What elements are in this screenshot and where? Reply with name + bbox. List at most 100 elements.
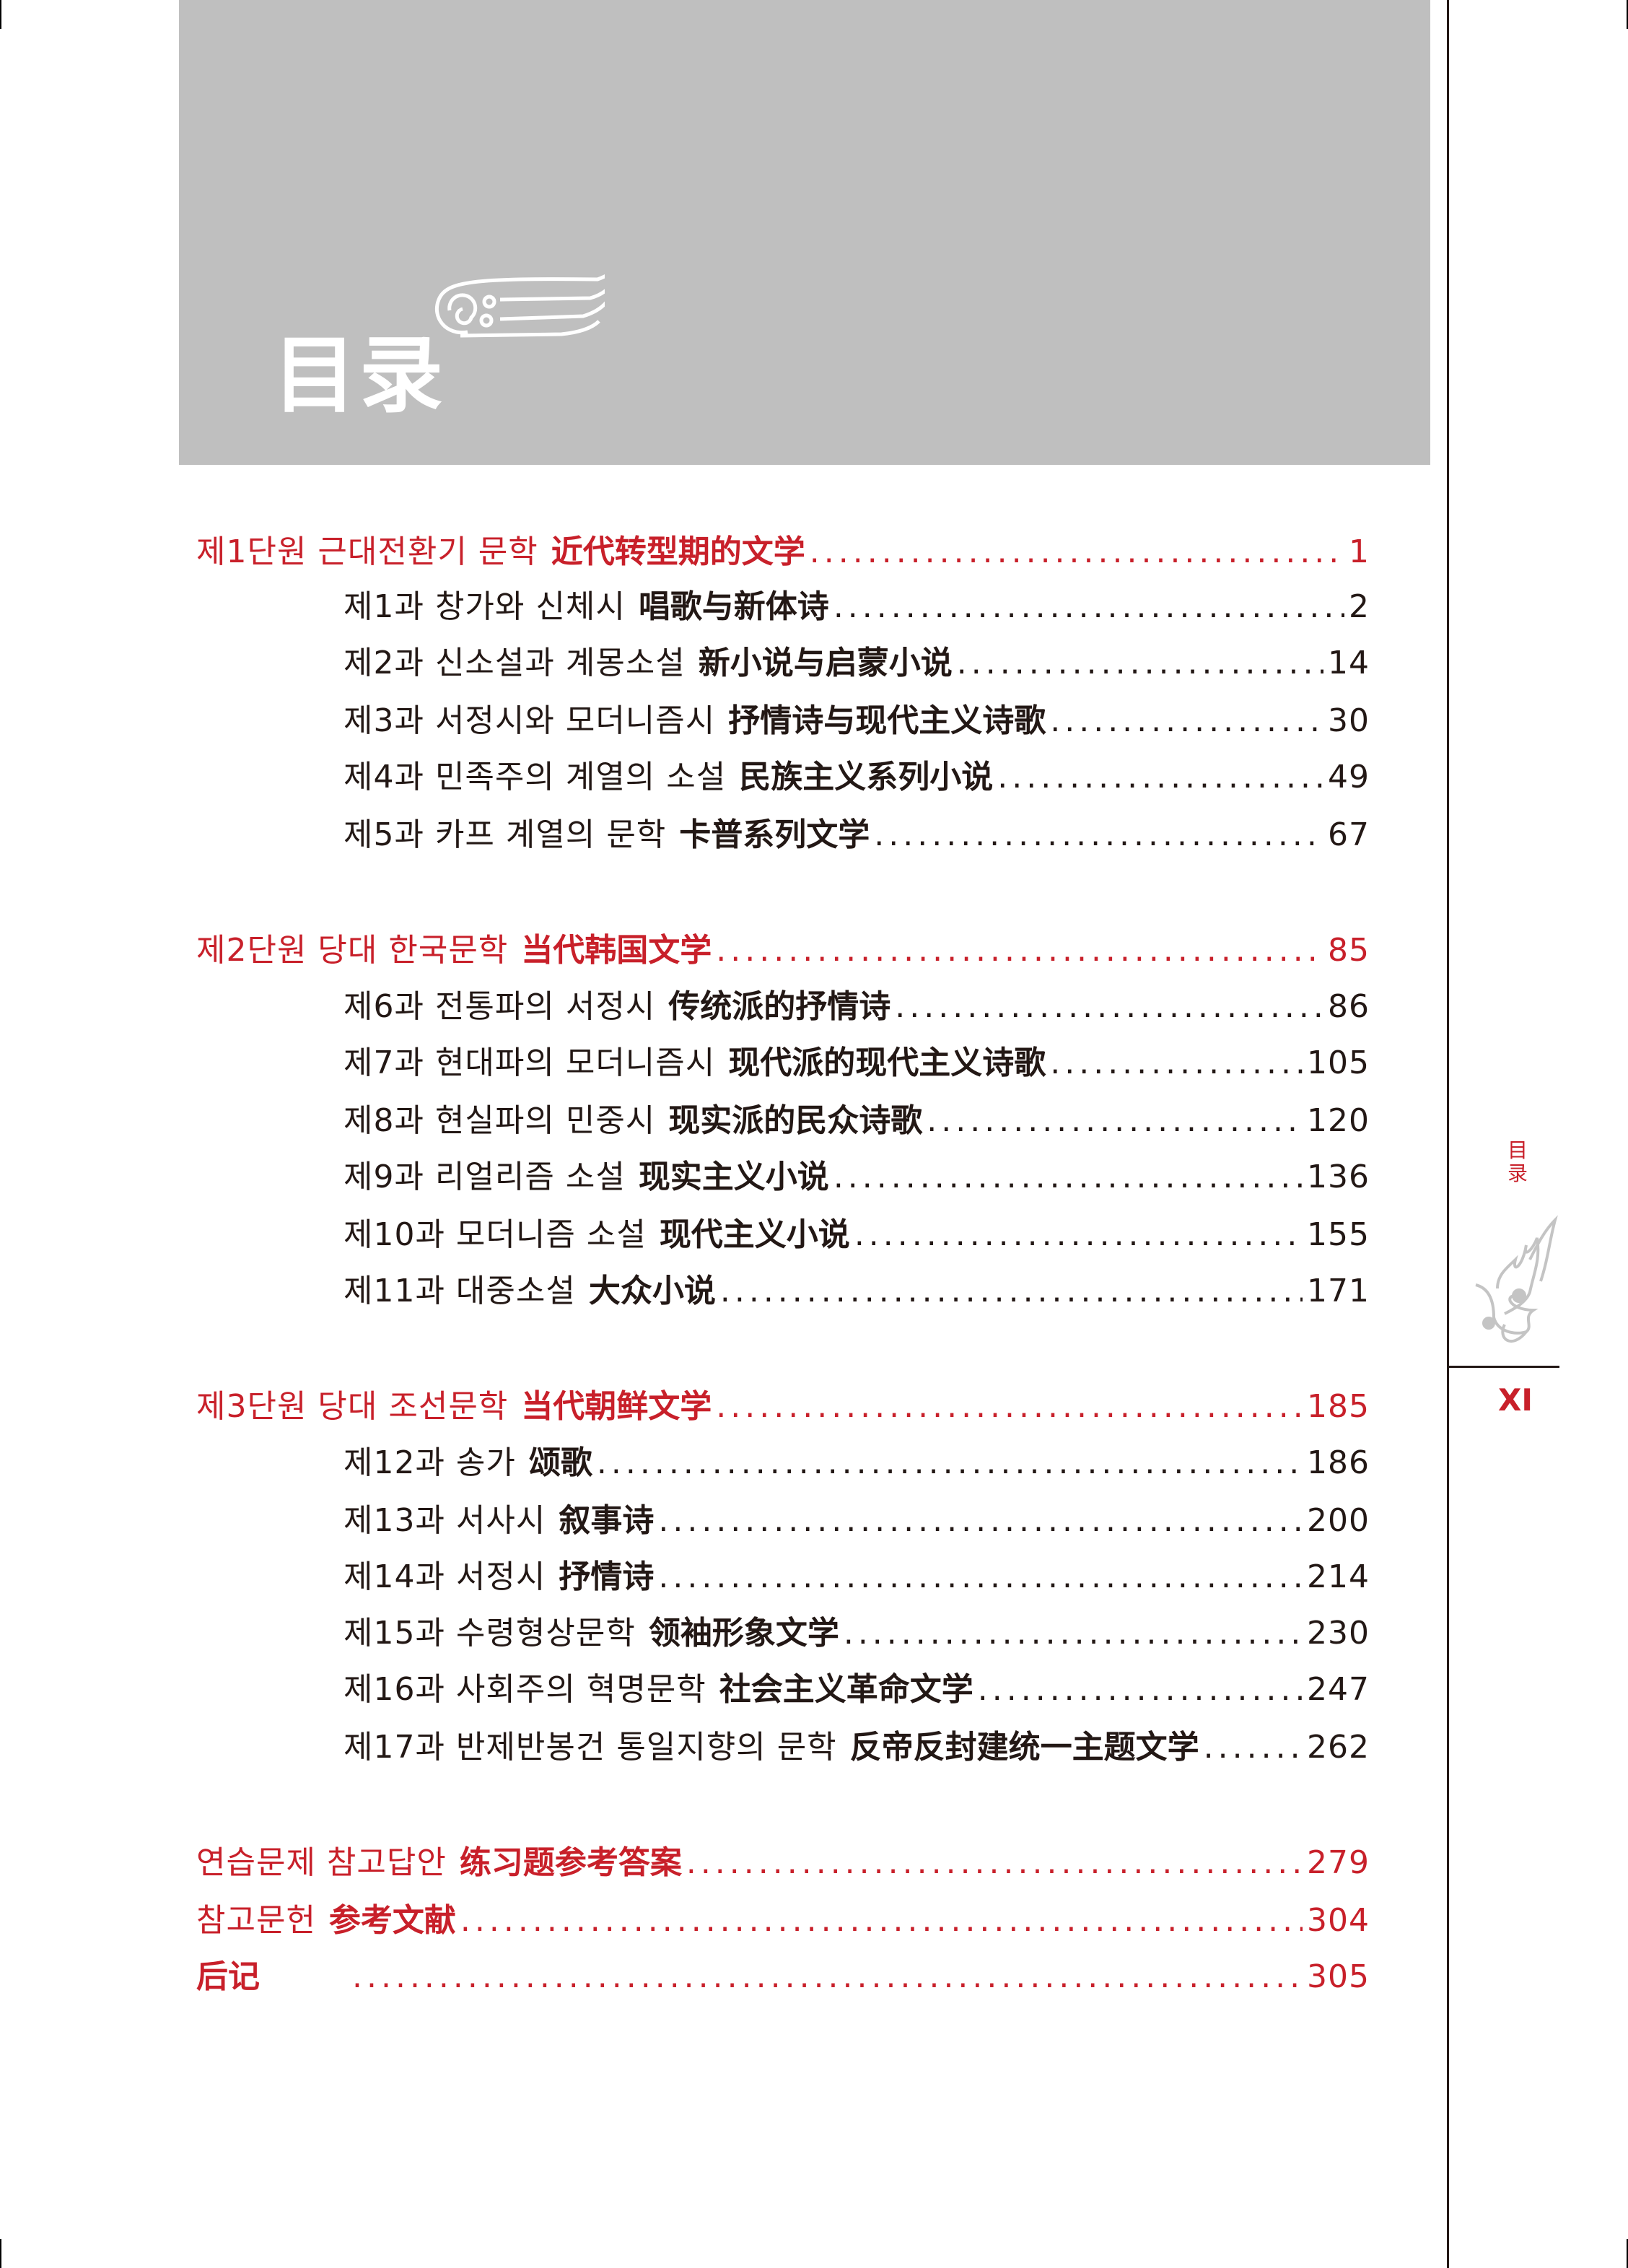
dot-leader (460, 1902, 1303, 1939)
crop-mark (1627, 2239, 1628, 2268)
entry-chinese-title: 当代韩国文学 (521, 932, 712, 969)
entry-korean-title: 제2단원 당대 한국문학 (196, 932, 509, 969)
entry-chinese-title: 卡普系列文学 (679, 816, 870, 853)
entry-chinese-title: 抒情诗 (559, 1558, 655, 1595)
entry-page-number: 30 (1328, 702, 1370, 739)
entry-page-number: 304 (1307, 1902, 1370, 1939)
toc-unit-entry[interactable]: 제1단원 근대전환기 문학 近代转型期的文学 1 (196, 525, 1370, 570)
crop-mark (0, 2239, 1, 2268)
dot-leader (716, 1388, 1303, 1425)
entry-page-number: 1 (1349, 533, 1370, 570)
entry-korean-title: 제16과 사회주의 혁명문학 (343, 1671, 706, 1708)
toc-lesson-entry[interactable]: 제4과 민족주의 계열의 소설 民族主义系列小说 49 (343, 751, 1370, 795)
dot-leader (658, 1558, 1303, 1595)
dot-leader (927, 1102, 1303, 1139)
folio-divider (1447, 1366, 1559, 1368)
header-banner: 目录 (179, 0, 1430, 465)
entry-korean-title: 제1단원 근대전환기 문학 (196, 533, 538, 570)
entry-korean-title: 제10과 모더니즘 소설 (343, 1216, 647, 1253)
dot-leader (686, 1844, 1303, 1881)
entry-korean-title: 제3단원 당대 조선문학 (196, 1388, 509, 1425)
dot-leader (833, 1159, 1303, 1195)
entry-korean-title: 참고문헌 (196, 1902, 316, 1939)
dot-leader (833, 588, 1344, 625)
entry-page-number: 2 (1349, 588, 1370, 625)
dot-leader (957, 645, 1323, 681)
toc-lesson-entry[interactable]: 제5과 카프 계열의 문학 卡普系列文学 67 (343, 808, 1370, 853)
toc-unit-entry[interactable]: 연습문제 참고답안 练习题参考答案 279 (196, 1836, 1370, 1881)
toc-lesson-entry[interactable]: 제17과 반제반봉건 통일지향의 문학 反帝反封建统一主题文学 262 (343, 1721, 1370, 1766)
toc-lesson-entry[interactable]: 제11과 대중소설 大众小说 171 (343, 1265, 1370, 1309)
entry-korean-title: 연습문제 참고답안 (196, 1844, 447, 1881)
entry-chinese-title: 叙事诗 (559, 1502, 655, 1539)
entry-chinese-title: 现实派的民众诗歌 (668, 1102, 923, 1139)
margin-divider (1447, 0, 1449, 2268)
entry-chinese-title: 领袖形象文学 (648, 1615, 839, 1652)
entry-page-number: 136 (1307, 1159, 1370, 1195)
entry-chinese-title: 颂歌 (528, 1444, 592, 1481)
entry-chinese-title: 反帝反封建统一主题文学 (849, 1729, 1199, 1766)
toc-lesson-entry[interactable]: 제15과 수령형상문학 领袖形象文学 230 (343, 1607, 1370, 1652)
toc-unit-entry[interactable]: 제3단원 당대 조선문학 当代朝鲜文学 185 (196, 1380, 1370, 1425)
entry-korean-title: 제13과 서사시 (343, 1502, 546, 1539)
page-number: XI (1497, 1382, 1533, 1418)
entry-chinese-title: 民族主义系列小说 (739, 759, 994, 795)
toc-lesson-entry[interactable]: 제1과 창가와 신체시 唱歌与新体诗 2 (343, 580, 1370, 625)
toc-lesson-entry[interactable]: 제16과 사회주의 혁명문학 社会主义革命文学 247 (343, 1663, 1370, 1708)
entry-korean-title: 제3과 서정시와 모더니즘시 (343, 702, 716, 739)
dot-leader (810, 533, 1344, 570)
dot-leader (1050, 1044, 1303, 1081)
entry-chinese-title: 大众小说 (588, 1273, 716, 1309)
entry-page-number: 14 (1328, 645, 1370, 681)
entry-page-number: 247 (1307, 1671, 1370, 1708)
entry-chinese-title: 新小说与启蒙小说 (698, 645, 953, 681)
dot-leader (597, 1444, 1303, 1481)
toc-unit-entry[interactable]: 참고문헌 参考文献 304 (196, 1894, 1370, 1939)
dot-leader (874, 816, 1323, 853)
toc-unit-entry[interactable]: 后记 305 (196, 1950, 1370, 1995)
entry-chinese-title: 练习题参考答案 (459, 1844, 682, 1881)
toc-lesson-entry[interactable]: 제9과 리얼리즘 소설 现实主义小说 136 (343, 1151, 1370, 1195)
toc-lesson-entry[interactable]: 제7과 현대파의 모더니즘시 现代派的现代主义诗歌 105 (343, 1037, 1370, 1081)
entry-page-number: 86 (1328, 988, 1370, 1025)
entry-korean-title: 제14과 서정시 (343, 1558, 546, 1595)
toc-lesson-entry[interactable]: 제2과 신소설과 계몽소설 新小说与启蒙小说 14 (343, 637, 1370, 681)
page-title: 目录 (273, 326, 446, 424)
entry-korean-title: 제17과 반제반봉건 통일지향의 문학 (343, 1729, 837, 1766)
toc-lesson-entry[interactable]: 제10과 모더니즘 소설 现代主义小说 155 (343, 1208, 1370, 1253)
toc-lesson-entry[interactable]: 제6과 전통파의 서정시 传统派的抒情诗 86 (343, 980, 1370, 1025)
entry-page-number: 171 (1307, 1273, 1370, 1309)
entry-chinese-title: 当代朝鲜文学 (521, 1388, 712, 1425)
entry-chinese-title: 近代转型期的文学 (551, 533, 805, 570)
entry-page-number: 279 (1307, 1844, 1370, 1881)
entry-page-number: 105 (1307, 1044, 1370, 1081)
toc-lesson-entry[interactable]: 제8과 현실파의 민중시 现实派的民众诗歌 120 (343, 1094, 1370, 1139)
entry-korean-title: 제8과 현실파의 민중시 (343, 1102, 656, 1139)
toc-lesson-entry[interactable]: 제12과 송가 颂歌 186 (343, 1436, 1370, 1481)
dot-leader (716, 932, 1323, 969)
toc-lesson-entry[interactable]: 제3과 서정시와 모더니즘시 抒情诗与现代主义诗歌 30 (343, 694, 1370, 739)
entry-chinese-title: 后记 (196, 1958, 260, 1995)
entry-chinese-title: 现代派的现代主义诗歌 (728, 1044, 1046, 1081)
entry-page-number: 120 (1307, 1102, 1370, 1139)
toc-lesson-entry[interactable]: 제14과 서정시 抒情诗 214 (343, 1550, 1370, 1595)
cloud-ornament-icon (434, 274, 605, 338)
entry-page-number: 155 (1307, 1216, 1370, 1253)
entry-korean-title: 제5과 카프 계열의 문학 (343, 816, 667, 853)
entry-page-number: 262 (1307, 1729, 1370, 1766)
entry-korean-title: 제4과 민족주의 계열의 소설 (343, 759, 727, 795)
entry-korean-title: 제15과 수령형상문학 (343, 1615, 636, 1652)
entry-chinese-title: 社会主义革命文学 (719, 1671, 973, 1708)
dot-leader (1050, 702, 1323, 739)
dot-leader (1204, 1729, 1303, 1766)
entry-korean-title: 제1과 창가와 신체시 (343, 588, 626, 625)
toc-lesson-entry[interactable]: 제13과 서사시 叙事诗 200 (343, 1494, 1370, 1539)
entry-page-number: 214 (1307, 1558, 1370, 1595)
entry-chinese-title: 参考文献 (328, 1902, 456, 1939)
entry-page-number: 185 (1307, 1388, 1370, 1425)
toc-unit-entry[interactable]: 제2단원 당대 한국문학 当代韩国文学 85 (196, 924, 1370, 969)
dot-leader (978, 1671, 1303, 1708)
entry-korean-title: 제11과 대중소설 (343, 1273, 576, 1309)
entry-korean-title: 제12과 송가 (343, 1444, 516, 1481)
entry-chinese-title: 唱歌与新体诗 (638, 588, 829, 625)
